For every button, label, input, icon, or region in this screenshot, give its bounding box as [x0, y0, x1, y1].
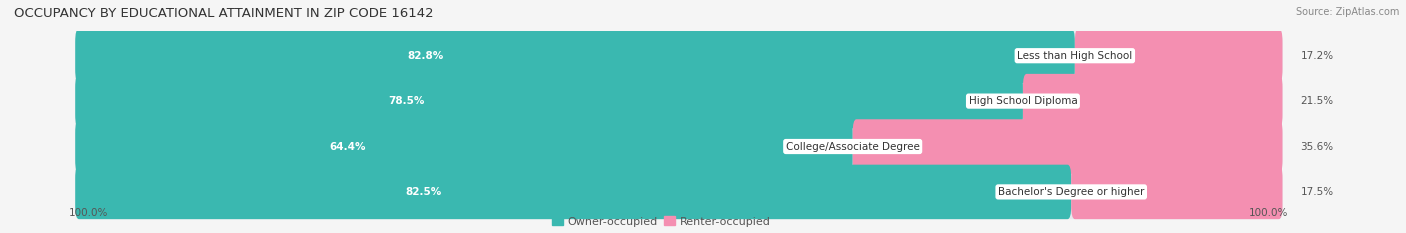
FancyBboxPatch shape: [75, 74, 1282, 128]
Text: 35.6%: 35.6%: [1301, 141, 1334, 151]
Text: Source: ZipAtlas.com: Source: ZipAtlas.com: [1295, 7, 1399, 17]
Text: OCCUPANCY BY EDUCATIONAL ATTAINMENT IN ZIP CODE 16142: OCCUPANCY BY EDUCATIONAL ATTAINMENT IN Z…: [14, 7, 433, 20]
Text: College/Associate Degree: College/Associate Degree: [786, 141, 920, 151]
FancyBboxPatch shape: [1024, 74, 1282, 128]
FancyBboxPatch shape: [75, 119, 852, 174]
Text: 100.0%: 100.0%: [1249, 208, 1288, 218]
Text: 21.5%: 21.5%: [1301, 96, 1334, 106]
Text: 82.8%: 82.8%: [406, 51, 443, 61]
FancyBboxPatch shape: [75, 28, 1282, 83]
FancyBboxPatch shape: [1074, 28, 1282, 83]
FancyBboxPatch shape: [75, 165, 1282, 219]
Text: 17.5%: 17.5%: [1301, 187, 1334, 197]
FancyBboxPatch shape: [1071, 165, 1282, 219]
Text: Bachelor's Degree or higher: Bachelor's Degree or higher: [998, 187, 1144, 197]
Text: 78.5%: 78.5%: [388, 96, 425, 106]
Text: 17.2%: 17.2%: [1301, 51, 1334, 61]
FancyBboxPatch shape: [75, 74, 1024, 128]
Text: Less than High School: Less than High School: [1017, 51, 1132, 61]
Text: 82.5%: 82.5%: [406, 187, 441, 197]
FancyBboxPatch shape: [852, 119, 1282, 174]
Legend: Owner-occupied, Renter-occupied: Owner-occupied, Renter-occupied: [547, 212, 775, 231]
FancyBboxPatch shape: [75, 165, 1071, 219]
FancyBboxPatch shape: [75, 28, 1074, 83]
Text: High School Diploma: High School Diploma: [969, 96, 1077, 106]
Text: 100.0%: 100.0%: [69, 208, 108, 218]
Text: 64.4%: 64.4%: [329, 141, 366, 151]
FancyBboxPatch shape: [75, 119, 1282, 174]
